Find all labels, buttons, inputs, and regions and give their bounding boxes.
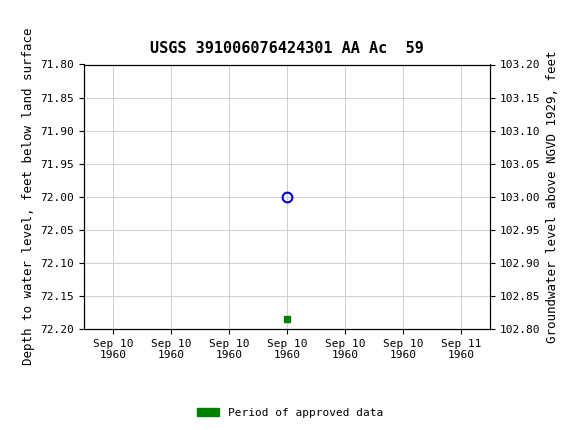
- Y-axis label: Groundwater level above NGVD 1929, feet: Groundwater level above NGVD 1929, feet: [546, 50, 559, 343]
- Y-axis label: Depth to water level, feet below land surface: Depth to water level, feet below land su…: [22, 28, 35, 365]
- Text: ▓USGS: ▓USGS: [3, 14, 72, 31]
- Bar: [3, 4, 49, 41]
- Title: USGS 391006076424301 AA Ac  59: USGS 391006076424301 AA Ac 59: [150, 41, 424, 56]
- Legend: Period of approved data: Period of approved data: [193, 403, 387, 422]
